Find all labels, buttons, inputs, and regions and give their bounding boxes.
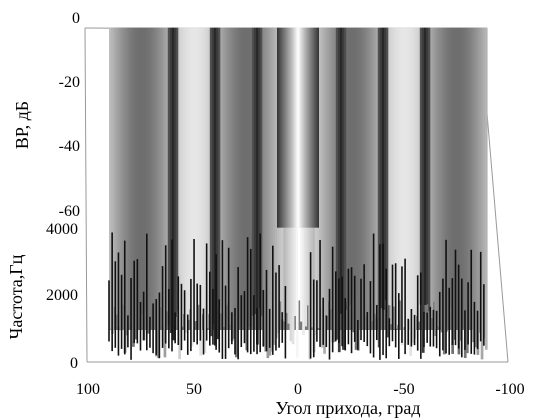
x-tick-label: 0 (294, 381, 302, 398)
y-tick-label: 4000 (46, 221, 78, 238)
x-tick-label: 100 (76, 381, 100, 398)
y-axis-title: Частота,Гц (6, 254, 26, 339)
z-axis-title: ВР, дБ (12, 101, 32, 149)
z-tick-label: 0 (72, 10, 80, 27)
y-axis-ticks: 4000 2000 0 (46, 221, 78, 372)
y-tick-label: 0 (70, 355, 78, 372)
x-axis-ticks: 100 50 0 -50 -100 (76, 381, 525, 398)
x-tick-label: 50 (186, 381, 202, 398)
surface-strip (485, 28, 488, 350)
z-tick-label: -20 (59, 74, 80, 91)
x-tick-label: -100 (495, 381, 524, 398)
surface (109, 28, 488, 360)
z-tick-label: -60 (59, 203, 80, 220)
y-tick-label: 2000 (46, 287, 78, 304)
z-axis-ticks: 0 -20 -40 -60 (59, 10, 80, 220)
x-tick-label: -50 (393, 381, 414, 398)
main-lobe (277, 28, 319, 228)
x-axis-title: Угол прихода, град (275, 398, 420, 418)
z-tick-label: -40 (59, 138, 80, 155)
